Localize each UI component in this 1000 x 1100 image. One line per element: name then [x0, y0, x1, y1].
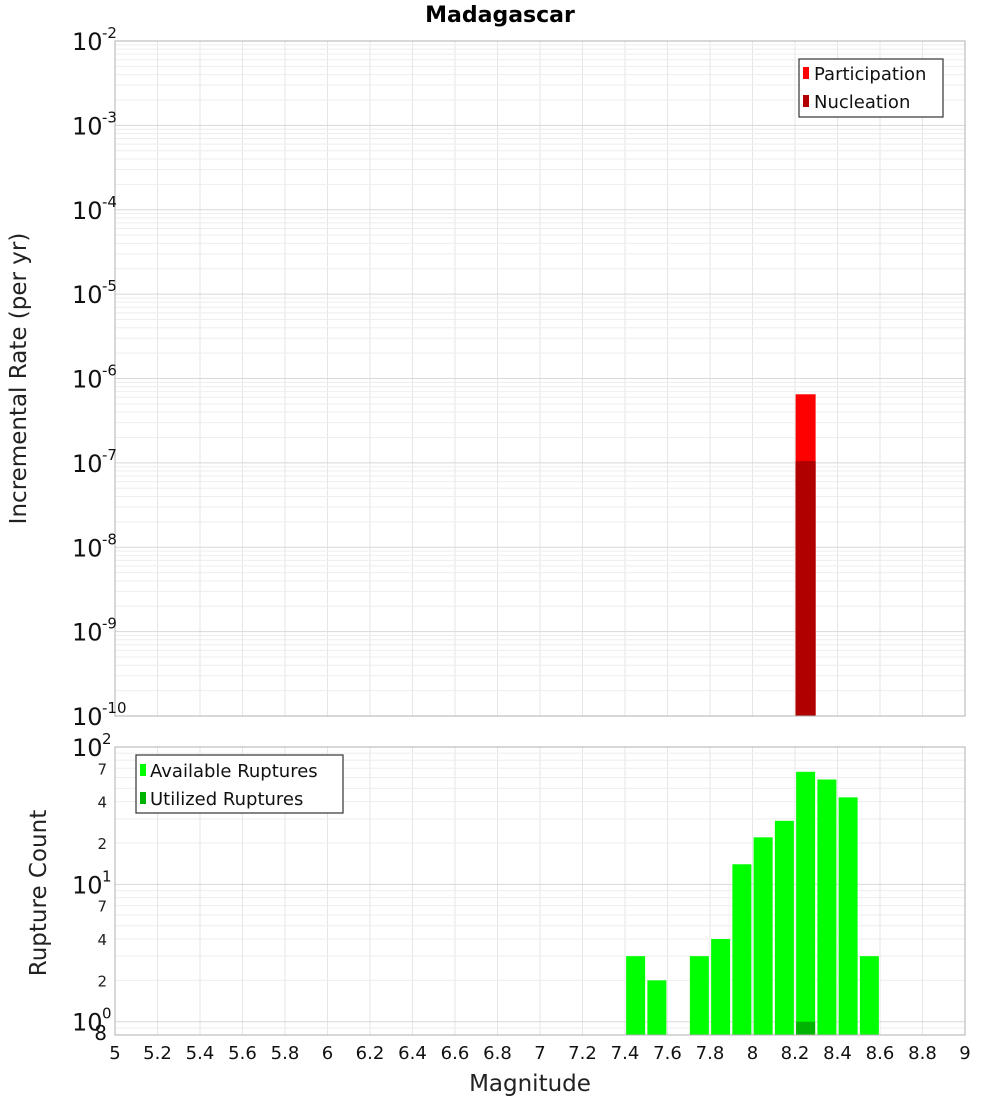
- x-tick-label: 5.6: [228, 1043, 257, 1064]
- rate-y-tick-base: 10: [72, 450, 103, 478]
- count-y-minor-tick: 7: [97, 760, 107, 778]
- rate-y-tick-exponent: -9: [102, 615, 117, 633]
- rate-legend-label: Participation: [814, 64, 926, 85]
- count-y-minor-tick: 7: [97, 898, 107, 916]
- count-bar-available-ruptures: [732, 864, 752, 1035]
- rate-y-tick-base: 10: [72, 366, 103, 394]
- x-tick-label: 7.6: [653, 1043, 682, 1064]
- rate-legend-box: [798, 58, 944, 118]
- count-bar-available-ruptures: [647, 980, 667, 1035]
- count-y-minor-tick: 4: [97, 794, 107, 812]
- rate-y-tick-exponent: -8: [102, 530, 117, 548]
- rate-y-tick-base: 10: [72, 28, 103, 56]
- rate-y-tick-base: 10: [72, 534, 103, 562]
- count-bar-utilized-ruptures: [796, 1021, 816, 1035]
- chart-title: Madagascar: [425, 3, 575, 28]
- count-y-axis-label: Rupture Count: [26, 810, 52, 976]
- rate-y-ticks: 10-210-310-410-510-610-710-810-910-10: [72, 24, 127, 731]
- rate-y-tick-exponent: -10: [102, 699, 127, 717]
- rate-y-tick-base: 10: [72, 703, 103, 731]
- count-bar-available-ruptures: [817, 779, 837, 1035]
- x-axis-label: Magnitude: [469, 1071, 591, 1097]
- count-plot-border: [114, 746, 966, 1036]
- count-y-minor-tick: 8: [94, 1021, 107, 1045]
- rate-y-tick-exponent: -6: [102, 362, 117, 380]
- x-tick-label: 6.6: [441, 1043, 470, 1064]
- x-tick-label: 6.8: [483, 1043, 512, 1064]
- rate-y-axis-label: Incremental Rate (per yr): [6, 233, 32, 525]
- x-tick-label: 6.4: [398, 1043, 427, 1064]
- x-tick-label: 8.2: [781, 1043, 810, 1064]
- count-legend: Available Ruptures Utilized Ruptures: [135, 754, 344, 814]
- x-tick-label: 7.2: [568, 1043, 597, 1064]
- x-tick-label: 6.2: [356, 1043, 385, 1064]
- rate-plot-border: [114, 40, 966, 717]
- x-tick-label: 7.4: [611, 1043, 640, 1064]
- count-y-tick-exponent: 2: [102, 730, 112, 748]
- count-bar-available-ruptures: [774, 820, 794, 1035]
- rate-y-tick-base: 10: [72, 112, 103, 140]
- count-legend-swatch: [140, 792, 146, 804]
- rate-bars: [795, 394, 816, 716]
- rate-panel: 10-210-310-410-510-610-710-810-910-10 In…: [6, 24, 966, 731]
- rate-y-tick-exponent: -3: [102, 108, 117, 126]
- count-y-minor-tick: 4: [97, 931, 107, 949]
- rate-y-tick-exponent: -7: [102, 446, 117, 464]
- count-y-tick-base: 10: [72, 734, 103, 762]
- count-legend-box: [135, 754, 344, 814]
- x-tick-label: 8: [747, 1043, 758, 1064]
- count-y-minor-tick: 2: [97, 835, 107, 853]
- rate-y-tick-exponent: -4: [102, 193, 117, 211]
- count-bar-available-ruptures: [689, 956, 709, 1035]
- count-bar-available-ruptures: [711, 939, 731, 1035]
- x-tick-label: 5: [109, 1043, 120, 1064]
- rate-y-tick-base: 10: [72, 197, 103, 225]
- count-bars: [626, 771, 879, 1035]
- x-tick-label: 8.6: [866, 1043, 895, 1064]
- rate-legend-swatch: [803, 67, 809, 79]
- rate-grid: [114, 41, 966, 717]
- count-legend-label: Utilized Ruptures: [150, 789, 303, 810]
- count-y-tick-exponent: 1: [102, 867, 112, 885]
- rate-legend: Participation Nucleation: [798, 58, 944, 118]
- rate-legend-swatch: [803, 95, 809, 107]
- rate-y-tick-base: 10: [72, 619, 103, 647]
- count-bar-available-ruptures: [626, 956, 646, 1035]
- count-bar-available-ruptures: [753, 837, 773, 1035]
- x-tick-label: 7: [534, 1043, 545, 1064]
- count-y-tick-base: 10: [72, 1009, 103, 1037]
- x-ticks: 5 5.2 5.4 5.6 5.8 6 6.2 6.4 6.6 6.8 7 7.2 7.4 7.6 7.8 8…: [109, 1043, 970, 1064]
- count-bar-available-ruptures: [859, 956, 879, 1035]
- rate-legend-label: Nucleation: [814, 92, 910, 113]
- x-tick-label: 8.8: [908, 1043, 937, 1064]
- count-y-tick-base: 10: [72, 871, 103, 899]
- x-tick-label: 9: [959, 1043, 970, 1064]
- count-legend-swatch: [140, 764, 146, 776]
- x-tick-label: 8.4: [823, 1043, 852, 1064]
- x-tick-label: 5.4: [186, 1043, 215, 1064]
- rate-y-tick-exponent: -2: [102, 24, 117, 42]
- x-tick-label: 5.2: [143, 1043, 172, 1064]
- rate-y-tick-exponent: -5: [102, 277, 117, 295]
- x-tick-label: 5.8: [271, 1043, 300, 1064]
- count-bar-available-ruptures: [796, 771, 816, 1035]
- x-tick-label: 7.8: [696, 1043, 725, 1064]
- rate-bar-nucleation: [795, 461, 816, 716]
- x-tick-label: 6: [322, 1043, 333, 1064]
- count-y-tick-exponent: 0: [102, 1005, 112, 1023]
- count-legend-label: Available Ruptures: [150, 761, 318, 782]
- count-bar-available-ruptures: [838, 797, 858, 1035]
- rate-y-tick-base: 10: [72, 281, 103, 309]
- count-y-minor-tick: 2: [97, 972, 107, 990]
